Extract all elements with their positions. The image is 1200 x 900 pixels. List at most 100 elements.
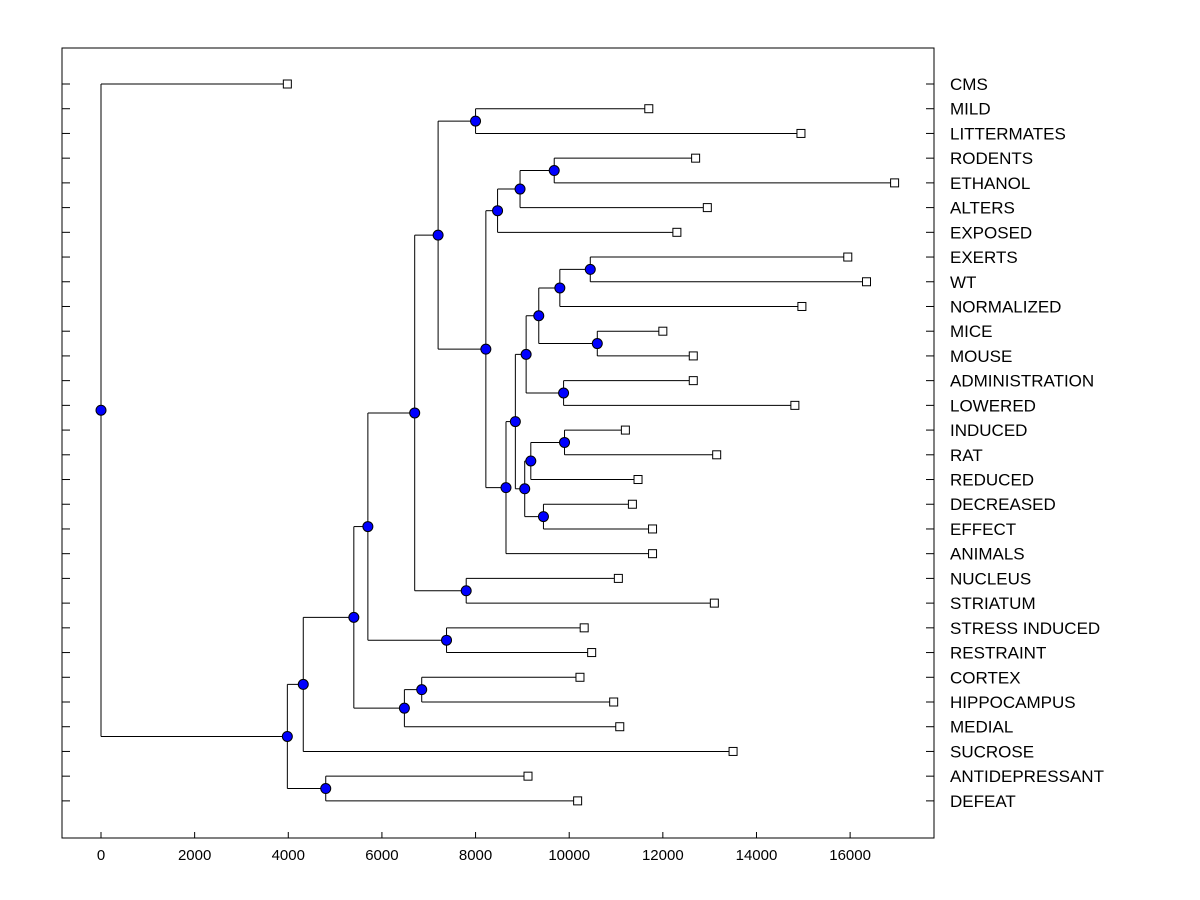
merge-node-marker	[492, 205, 504, 217]
merge-node-marker	[362, 521, 374, 533]
leaf-marker	[573, 796, 583, 806]
merge-node-marker	[533, 310, 545, 322]
merge-node-marker	[95, 404, 107, 416]
merge-node-marker	[409, 407, 421, 419]
merge-node-marker	[281, 730, 293, 742]
leaf-label: EXPOSED	[950, 223, 1032, 242]
merge-node-marker	[398, 702, 410, 714]
leaf-label: MILD	[950, 100, 991, 119]
leaf-marker	[688, 376, 698, 386]
leaf-label: LITTERMATES	[950, 124, 1066, 143]
leaf-marker	[648, 549, 658, 559]
leaf-marker	[575, 672, 585, 682]
merge-node-marker	[348, 611, 360, 623]
leaf-label: LOWERED	[950, 396, 1036, 415]
x-tick-label: 0	[97, 847, 105, 864]
leaf-marker	[712, 450, 722, 460]
merge-node-marker	[509, 416, 521, 428]
x-tick-label: 4000	[272, 847, 305, 864]
x-tick-label: 16000	[829, 847, 871, 864]
leaf-label: ANTIDEPRESSANT	[950, 767, 1104, 786]
merge-node-marker	[432, 229, 444, 241]
leaf-marker	[688, 351, 698, 361]
merge-node-marker	[441, 634, 453, 646]
leaf-label: EXERTS	[950, 248, 1018, 267]
plot-frame	[61, 47, 935, 839]
merge-node-marker	[470, 115, 482, 127]
merge-node-marker	[548, 165, 560, 177]
leaf-marker	[620, 425, 630, 435]
leaf-label: STRESS INDUCED	[950, 619, 1100, 638]
leaf-marker	[702, 203, 712, 213]
leaf-marker	[648, 524, 658, 534]
leaf-labels: CMS MILD LITTERMATES RODENTS ETHANOL ALTERS EX…	[950, 75, 1104, 811]
leaf-marker	[790, 400, 800, 410]
leaf-marker	[862, 277, 872, 287]
leaf-label: CORTEX	[950, 668, 1021, 687]
leaf-marker	[609, 697, 619, 707]
leaf-label: MEDIAL	[950, 718, 1013, 737]
dendrogram-links	[100, 83, 895, 802]
leaf-marker	[523, 771, 533, 781]
leaf-label: DECREASED	[950, 495, 1056, 514]
merge-node-marker	[519, 483, 531, 495]
y-tick-marks	[62, 83, 934, 802]
leaf-label: ALTERS	[950, 199, 1015, 218]
merge-node-marker	[559, 436, 571, 448]
leaf-label: EFFECT	[950, 520, 1016, 539]
x-axis: 0 2000 4000 6000 8000 10000 12000 14000 16000	[97, 832, 871, 864]
x-tick-label: 8000	[459, 847, 492, 864]
leaf-marker	[282, 79, 292, 89]
leaf-marker	[728, 746, 738, 756]
leaf-marker	[613, 573, 623, 583]
merge-node-marker	[558, 387, 570, 399]
merge-node-marker	[514, 183, 526, 195]
leaf-marker	[709, 598, 719, 608]
leaf-label: DEFEAT	[950, 792, 1016, 811]
leaf-label: RODENTS	[950, 149, 1033, 168]
leaf-marker	[587, 648, 597, 658]
leaf-marker	[890, 178, 900, 188]
x-tick-label: 2000	[178, 847, 211, 864]
leaf-label: REDUCED	[950, 471, 1034, 490]
leaf-label: SUCROSE	[950, 742, 1034, 761]
leaf-marker	[796, 128, 806, 138]
leaf-label: RESTRAINT	[950, 644, 1046, 663]
leaf-marker	[672, 227, 682, 237]
leaf-marker	[658, 326, 668, 336]
leaf-label: INDUCED	[950, 421, 1027, 440]
leaf-label: STRIATUM	[950, 594, 1036, 613]
merge-node-marker	[460, 585, 472, 597]
leaf-marker	[644, 104, 654, 114]
leaf-label: WT	[950, 273, 976, 292]
merge-node-marker	[537, 511, 549, 523]
leaf-label: HIPPOCAMPUS	[950, 693, 1076, 712]
leaf-label: MOUSE	[950, 347, 1012, 366]
leaf-label: NORMALIZED	[950, 297, 1061, 316]
leaf-marker	[615, 722, 625, 732]
leaf-label: MICE	[950, 322, 993, 341]
leaf-label: ANIMALS	[950, 545, 1025, 564]
leaf-label: ADMINISTRATION	[950, 372, 1094, 391]
x-tick-label: 6000	[365, 847, 398, 864]
merge-node-marker	[584, 263, 596, 275]
merge-node-marker	[500, 482, 512, 494]
leaf-marker	[691, 153, 701, 163]
merge-node-marker	[320, 783, 332, 795]
merge-node-marker	[554, 282, 566, 294]
x-tick-label: 10000	[548, 847, 590, 864]
leaf-marker	[579, 623, 589, 633]
x-tick-label: 12000	[642, 847, 684, 864]
merge-node-marker	[525, 455, 537, 467]
leaf-label: CMS	[950, 75, 988, 94]
leaf-label: NUCLEUS	[950, 569, 1031, 588]
x-tick-label: 14000	[736, 847, 778, 864]
merge-node-marker	[416, 684, 428, 696]
leaf-label: RAT	[950, 446, 983, 465]
leaf-marker	[797, 301, 807, 311]
leaf-markers	[282, 79, 900, 806]
merge-node-marker	[520, 348, 532, 360]
leaf-marker	[843, 252, 853, 262]
merge-node-marker	[591, 338, 603, 350]
